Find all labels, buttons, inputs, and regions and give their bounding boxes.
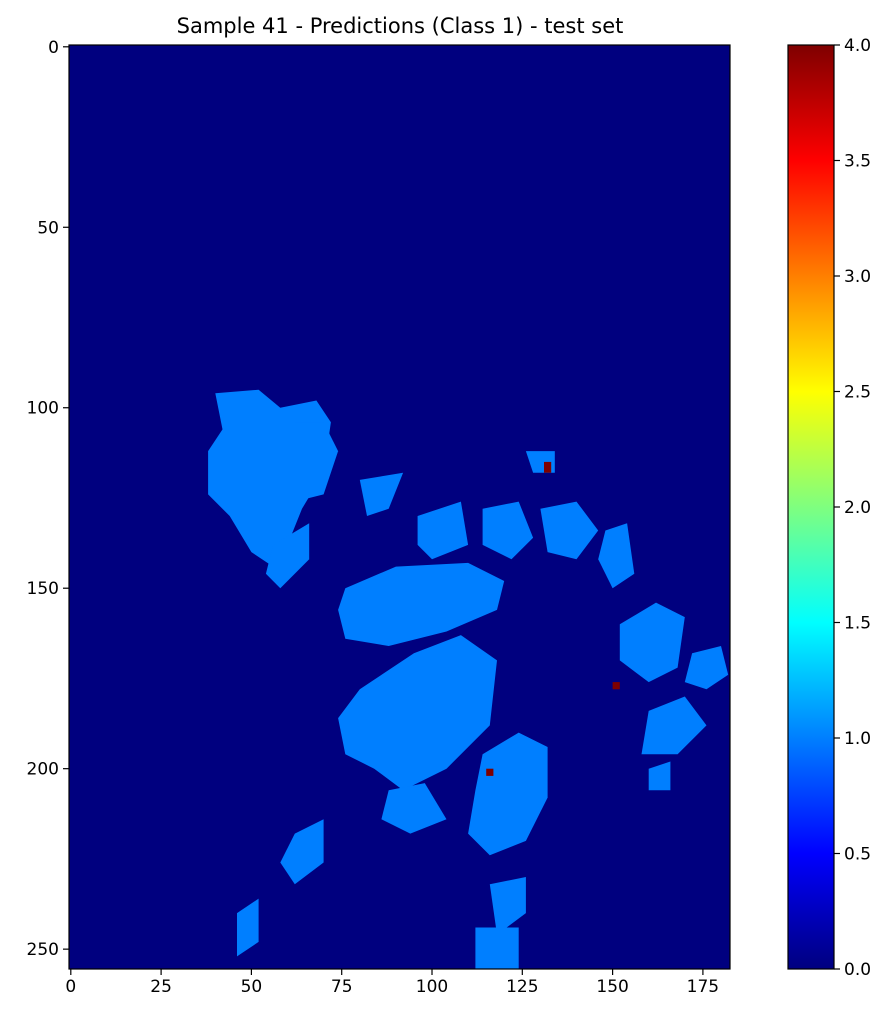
plot-area [68, 44, 731, 970]
heatmap-region-2 [265, 523, 310, 589]
x-tick-label: 50 [241, 977, 263, 997]
heatmap-region-12 [619, 602, 685, 683]
x-axis: 0 25 50 75 100 125 150 175 [65, 969, 719, 997]
x-tick-label: 100 [416, 977, 448, 997]
colorbar-tick-label: 2.0 [844, 498, 871, 518]
y-axis: 0 50 100 150 200 250 [27, 38, 69, 960]
heatmap-region-5 [417, 501, 469, 560]
colorbar-tick-label: 3.0 [844, 267, 871, 287]
heatmap-region-22 [612, 682, 620, 690]
heatmap-region-21 [544, 461, 552, 473]
colorbar-tick-label: 1.0 [844, 729, 871, 749]
heatmap-region-11 [468, 732, 548, 856]
plot-frame [68, 44, 731, 970]
heatmap-region-8 [598, 523, 635, 589]
x-tick-label: 75 [331, 977, 353, 997]
heatmap-region-23 [486, 768, 494, 776]
colorbar-gradient [787, 44, 835, 970]
y-tick-label: 150 [27, 579, 59, 599]
heatmap-region-18 [237, 898, 259, 957]
heatmap-region-19 [489, 877, 526, 935]
heatmap-region-3 [359, 472, 404, 516]
chart-title: Sample 41 - Predictions (Class 1) - test… [177, 14, 624, 38]
heatmap-region-13 [641, 696, 707, 755]
heatmap-region-4 [338, 562, 505, 646]
x-tick-label: 150 [596, 977, 628, 997]
heatmap-region-1 [294, 422, 339, 502]
colorbar-tick-label: 1.5 [844, 614, 871, 634]
heatmap-region-17 [280, 819, 324, 885]
y-tick-label: 50 [37, 218, 59, 238]
x-tick-label: 175 [687, 977, 719, 997]
x-tick-label: 25 [150, 977, 172, 997]
heatmap-region-9 [338, 635, 497, 791]
heatmap-region-10 [381, 783, 447, 834]
x-tick-label: 0 [65, 977, 76, 997]
heatmap-region-6 [482, 501, 534, 560]
colorbar: 0.0 0.5 1.0 1.5 2.0 2.5 3.0 3.5 4.0 [787, 36, 871, 980]
colorbar-tick-label: 2.5 [844, 383, 871, 403]
colorbar-tick-label: 0.0 [844, 960, 871, 980]
colorbar-tick-label: 3.5 [844, 152, 871, 172]
heatmap-region-16 [648, 761, 671, 791]
y-tick-label: 200 [27, 760, 59, 780]
y-tick-label: 0 [48, 38, 59, 58]
x-tick-label: 125 [506, 977, 538, 997]
y-tick-label: 100 [27, 399, 59, 419]
y-tick-label: 250 [27, 940, 59, 960]
colorbar-tick-label: 0.5 [844, 845, 871, 865]
heatmap-region-7 [540, 501, 599, 560]
heatmap-background [69, 45, 730, 969]
heatmap-region-14 [684, 646, 729, 690]
colorbar-tick-label: 4.0 [844, 36, 871, 56]
heatmap-region-20 [475, 927, 519, 969]
